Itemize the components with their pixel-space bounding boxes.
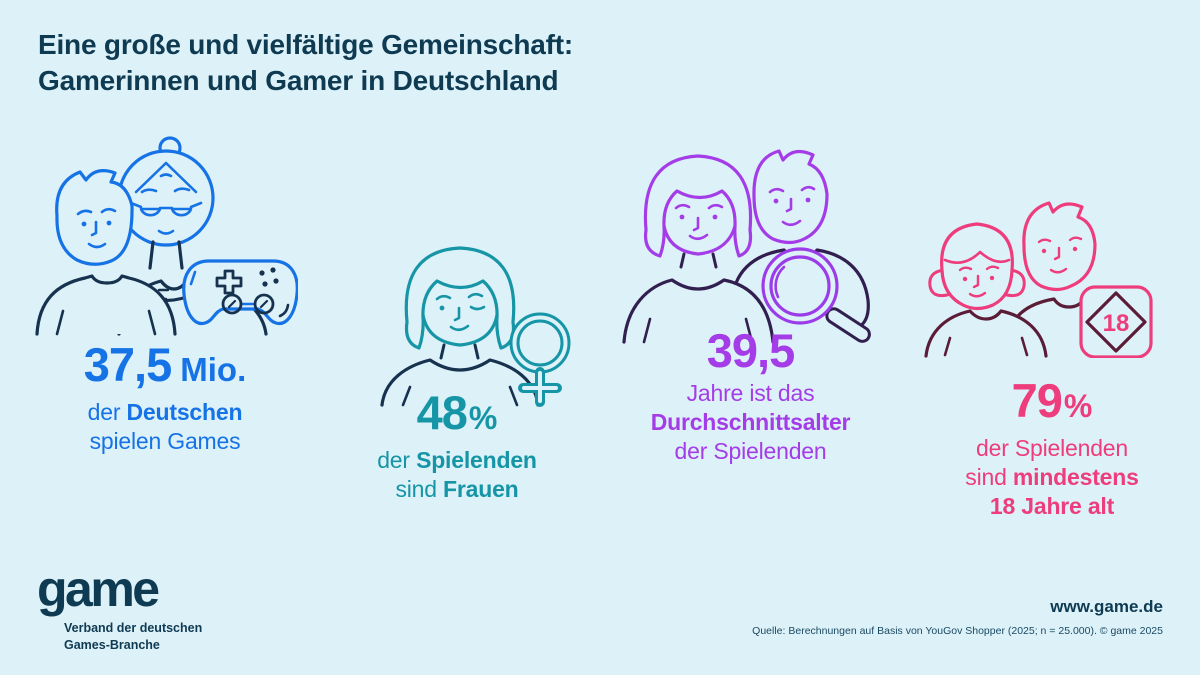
action-buttons-icon [259,267,279,287]
desc-text: Jahre ist das [686,380,815,406]
stat-number: 37,5 [83,338,172,391]
desc-text-bold: mindestens [1012,464,1139,490]
org-name: Verband der deutschen Games-Branche [64,620,202,654]
venus-symbol-icon [509,312,571,407]
wink-eye-icon [469,305,486,311]
desc-text-bold: Deutschen [126,399,243,425]
page-title-line2: Gamerinnen und Gamer in Deutschland [38,65,559,96]
woman-illustration [622,154,775,344]
thumbstick-icons [221,293,275,315]
stat-value: 39,5 [618,326,883,376]
desc-text: der Spielenden [674,438,827,464]
woman-with-venus-symbol-illustration [380,246,571,407]
woman-illustration [380,246,540,407]
page-title-line1: Eine große und vielfältige Gemeinschaft: [38,29,573,60]
stat-players-total: 37,5 Mio. der Deutschen spielen Games [30,340,300,456]
gamepad-icon [182,259,298,326]
two-young-people-with-18-badge-illustration: 18 [924,201,1153,358]
page-title: Eine große und vielfältige Gemeinschaft:… [38,27,573,99]
stat-description: der Spielenden sind Frauen [352,446,562,504]
badge-18-label: 18 [1103,310,1130,337]
desc-text: der Spielenden [976,435,1128,461]
desc-text: spielen Games [89,428,241,454]
desc-text-bold: Frauen [443,476,519,502]
young-man-illustration [35,169,177,336]
stat-number: 79 [1011,374,1063,427]
stat-unit: % [468,400,498,436]
source-note: Quelle: Berechnungen auf Basis von YouGo… [752,625,1163,637]
magnifying-glass-icon [761,247,871,343]
website-url: www.game.de [1050,597,1163,616]
stat-value: 79% [922,376,1182,431]
org-name-line1: Verband der deutschen [64,621,203,635]
stat-number: 48 [416,386,468,439]
two-people-with-magnifier-illustration [622,149,871,344]
stat-description: der Spielenden sind mindestens 18 Jahre … [922,434,1182,521]
stat-value: 37,5 Mio. [30,340,300,395]
stat-share-adults: 79% der Spielenden sind mindestens 18 Ja… [922,376,1182,521]
desc-text: sind [395,476,444,502]
desc-text-bold: 18 Jahre alt [989,493,1115,519]
desc-text: sind [965,464,1013,490]
gamers-with-gamepad-illustration [35,136,298,336]
stat-share-women: 48% der Spielenden sind Frauen [352,388,562,504]
girl-illustration [924,222,1048,358]
stat-unit: % [1063,388,1093,424]
game-logo: game [37,561,160,617]
dpad-icon [215,269,243,295]
desc-text: der [87,399,127,425]
age-18-badge-icon: 18 [1079,285,1153,358]
stat-value: 48% [352,388,562,443]
stat-description: Jahre ist das Durchschnittsalter der Spi… [618,379,883,466]
desc-text-bold: Spielenden [416,447,537,473]
org-name-line2: Games-Branche [64,638,160,652]
stat-average-age: 39,5 Jahre ist das Durchschnittsalter de… [618,326,883,466]
desc-text-bold: Durchschnittsalter [650,409,851,435]
stat-unit: Mio. [180,351,247,388]
stat-number: 39,5 [706,324,795,377]
stat-description: der Deutschen spielen Games [30,398,300,456]
desc-text: der [377,447,417,473]
